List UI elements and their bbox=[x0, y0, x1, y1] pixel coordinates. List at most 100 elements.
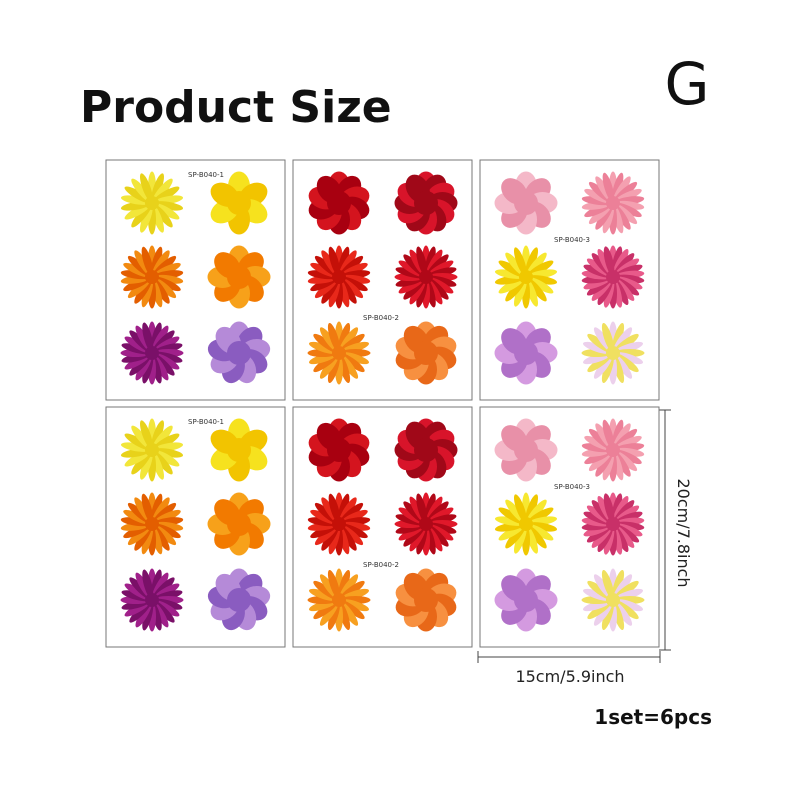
flower bbox=[494, 568, 558, 632]
sheet-code: SP-B040-3 bbox=[554, 483, 590, 491]
flower-center bbox=[606, 346, 620, 360]
petal bbox=[603, 493, 615, 523]
height-label: 20cm/7.8inch bbox=[674, 478, 693, 587]
petal bbox=[525, 247, 539, 276]
petal bbox=[151, 173, 165, 202]
flower-center bbox=[419, 270, 433, 284]
petal bbox=[151, 420, 165, 449]
petal bbox=[142, 569, 154, 599]
flower bbox=[394, 171, 458, 235]
flower-center bbox=[332, 346, 346, 360]
petal bbox=[139, 204, 153, 233]
sticker-sheet: SP-B040-3 bbox=[479, 406, 660, 648]
sheet-code: SP-B040-2 bbox=[363, 561, 399, 569]
sheet-code: SP-B040-2 bbox=[363, 314, 399, 322]
flower-center bbox=[332, 517, 346, 531]
flower-center bbox=[514, 438, 538, 462]
flower bbox=[394, 418, 458, 482]
flower bbox=[120, 568, 184, 632]
flower-center bbox=[227, 512, 251, 536]
flower bbox=[395, 321, 457, 385]
flower-center bbox=[606, 593, 620, 607]
petal bbox=[527, 522, 558, 532]
petal bbox=[494, 516, 525, 526]
petal bbox=[139, 451, 153, 480]
flower bbox=[308, 171, 370, 235]
flower bbox=[307, 492, 371, 556]
flower-center bbox=[606, 270, 620, 284]
flower bbox=[581, 492, 645, 556]
sheet-code: SP-B040-1 bbox=[188, 418, 224, 426]
flower-center bbox=[327, 438, 351, 462]
flower bbox=[394, 492, 458, 556]
flower bbox=[494, 492, 558, 556]
flower bbox=[307, 321, 371, 385]
flower bbox=[308, 418, 370, 482]
flower-center bbox=[227, 438, 251, 462]
flower-center bbox=[514, 588, 538, 612]
flower-center bbox=[606, 517, 620, 531]
petal bbox=[120, 195, 151, 205]
flower bbox=[207, 492, 271, 556]
petal bbox=[513, 494, 527, 523]
height-dimension: 20cm/7.8inch bbox=[659, 409, 693, 651]
set-note: 1set=6pcs bbox=[594, 705, 712, 729]
petal bbox=[525, 494, 539, 523]
petal bbox=[141, 493, 154, 523]
flower bbox=[494, 418, 558, 482]
flower-center bbox=[419, 517, 433, 531]
sticker-sheet: SP-B040-1 bbox=[105, 159, 286, 401]
badge: G bbox=[665, 50, 710, 118]
flower-center bbox=[519, 270, 533, 284]
flower-center bbox=[414, 341, 438, 365]
flower bbox=[581, 321, 645, 385]
flower-center bbox=[606, 443, 620, 457]
flower-center bbox=[145, 346, 159, 360]
flower-center bbox=[145, 517, 159, 531]
petal bbox=[513, 525, 527, 554]
flower-center bbox=[414, 191, 438, 215]
flower bbox=[120, 492, 184, 556]
flower-center bbox=[606, 196, 620, 210]
flower bbox=[210, 171, 268, 235]
flower-center bbox=[145, 443, 159, 457]
petal bbox=[153, 448, 184, 458]
flower-center bbox=[227, 191, 251, 215]
flower-center bbox=[145, 593, 159, 607]
flower-center bbox=[327, 191, 351, 215]
petal bbox=[603, 246, 615, 276]
sticker-sheet: SP-B040-1 bbox=[105, 406, 286, 648]
flower bbox=[120, 171, 184, 235]
flower bbox=[395, 568, 457, 632]
flower bbox=[581, 245, 645, 309]
flower bbox=[307, 568, 371, 632]
flower-center bbox=[414, 438, 438, 462]
flower-center bbox=[332, 593, 346, 607]
petal bbox=[141, 246, 154, 276]
petal bbox=[139, 420, 153, 449]
petal bbox=[327, 569, 340, 599]
flower-center bbox=[514, 191, 538, 215]
flower bbox=[120, 321, 184, 385]
petal bbox=[513, 278, 527, 307]
flower-center bbox=[145, 196, 159, 210]
flower bbox=[494, 171, 558, 235]
flower bbox=[494, 321, 558, 385]
flower bbox=[581, 418, 645, 482]
petal bbox=[527, 275, 558, 285]
petal bbox=[328, 493, 341, 523]
flower bbox=[581, 171, 645, 235]
flower-center bbox=[414, 588, 438, 612]
flower bbox=[210, 418, 268, 482]
sheet-code: SP-B040-3 bbox=[554, 236, 590, 244]
flower bbox=[307, 245, 371, 309]
petal bbox=[602, 419, 615, 449]
flower bbox=[394, 245, 458, 309]
sticker-sheet: SP-B040-2 bbox=[292, 406, 473, 648]
sticker-sheet: SP-B040-3 bbox=[479, 159, 660, 401]
flower bbox=[581, 568, 645, 632]
petal bbox=[601, 569, 614, 599]
petal bbox=[120, 442, 151, 452]
petal bbox=[327, 322, 340, 352]
